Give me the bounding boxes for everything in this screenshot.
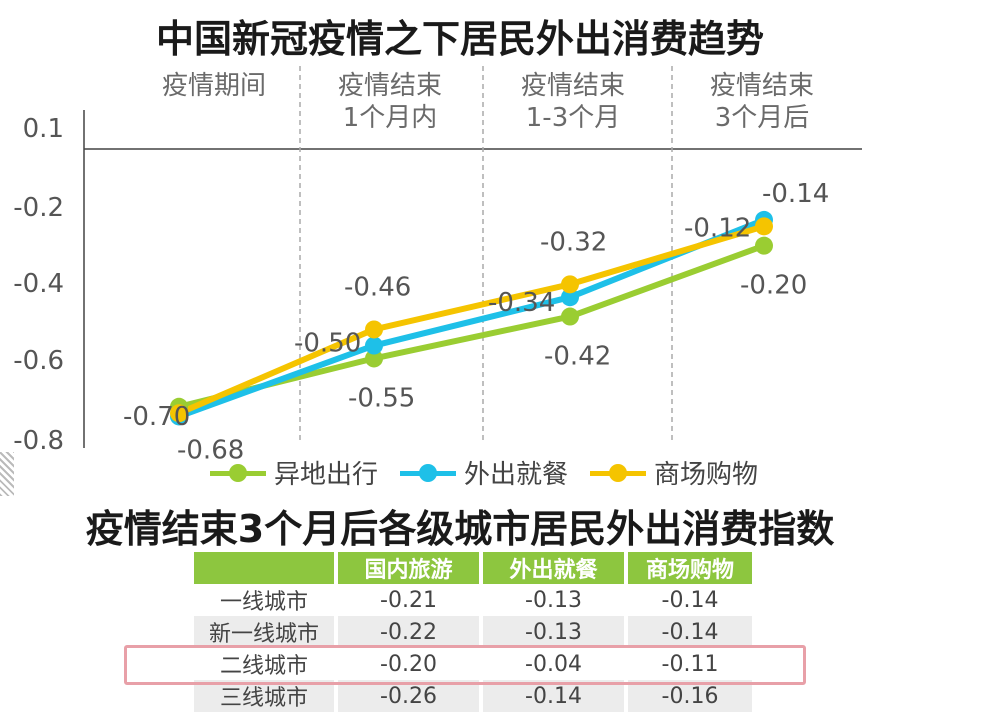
table-row: 三线城市 -0.26 -0.14 -0.16: [194, 680, 752, 712]
point-dining: [365, 336, 383, 355]
data-label-dining: -0.68: [177, 435, 244, 465]
legend-label-dining: 外出就餐: [464, 460, 569, 490]
y-tick-label: -0.2: [13, 193, 64, 223]
point-travel: [561, 307, 579, 326]
point-dining: [561, 288, 579, 307]
phase-label-3: 疫情结束 3个月后: [709, 71, 814, 133]
legend-label-travel: 异地出行: [274, 460, 379, 490]
chart-title: 中国新冠疫情之下居民外出消费趋势: [155, 17, 764, 61]
city-index-table: 国内旅游 外出就餐 商场购物 一线城市 -0.21 -0.13 -0.14 新一…: [190, 552, 756, 712]
legend-label-shopping: 商场购物: [654, 460, 759, 490]
legend-item-travel: 异地出行: [210, 454, 378, 491]
legend-marker-travel: [210, 463, 266, 483]
legend-item-shopping: 商场购物: [590, 454, 758, 491]
point-shopping: [170, 404, 188, 423]
table-row: 一线城市 -0.21 -0.13 -0.14: [194, 584, 752, 616]
table-header-row: 国内旅游 外出就餐 商场购物: [194, 552, 752, 584]
city-cell: 二线城市: [219, 654, 308, 679]
value-cell: -0.26: [338, 680, 479, 712]
point-shopping: [755, 217, 773, 236]
data-label-travel: -0.55: [348, 383, 415, 413]
value-cell: -0.13: [525, 587, 582, 613]
decorative-hatch: [0, 452, 14, 496]
y-tick-label: 0.1: [23, 114, 64, 144]
city-cell: 三线城市: [194, 680, 334, 712]
y-tick-label: -0.6: [13, 346, 64, 376]
point-travel: [755, 236, 773, 255]
data-label-travel: -0.70: [123, 402, 190, 432]
legend-marker-dining: [400, 463, 457, 483]
value-cell: -0.14: [661, 587, 719, 613]
y-tick-label: -0.8: [13, 426, 64, 456]
data-label-travel: -0.20: [740, 271, 807, 301]
city-cell: 一线城市: [219, 590, 308, 615]
header-blank: [194, 552, 334, 584]
y-tick-label: -0.4: [13, 269, 64, 299]
series-line-shopping: [176, 223, 767, 417]
table-row: 新一线城市 -0.22 -0.13 -0.14: [194, 616, 752, 648]
table-row: 二线城市 -0.20 -0.04 -0.11: [194, 648, 752, 680]
value-cell: -0.14: [628, 616, 752, 648]
data-label-travel: -0.42: [544, 342, 611, 372]
data-label-dining: -0.50: [294, 329, 361, 359]
data-label-shopping: -0.32: [540, 227, 607, 257]
point-shopping: [365, 320, 383, 339]
phase-label-2: 疫情结束 1-3个月: [520, 71, 625, 133]
data-label-dining: -0.14: [762, 179, 829, 209]
point-travel: [365, 349, 383, 368]
value-cell: -0.20: [380, 651, 437, 677]
table-title: 疫情结束3个月后各级城市居民外出消费指数: [85, 507, 835, 551]
data-label-dining: -0.34: [488, 288, 555, 318]
value-cell: -0.16: [628, 680, 752, 712]
value-cell: -0.14: [483, 680, 624, 712]
value-cell: -0.13: [483, 616, 624, 648]
data-label-shopping: -0.12: [684, 213, 751, 243]
legend-item-dining: 外出就餐: [400, 454, 568, 491]
legend-marker-shopping: [590, 463, 647, 483]
chart-legend: 异地出行 外出就餐 商场购物: [210, 454, 758, 491]
data-label-shopping: -0.46: [344, 272, 411, 302]
value-cell: -0.21: [380, 587, 437, 613]
phase-label-0: 疫情期间: [161, 71, 266, 101]
highlighted-row-frame: [124, 645, 806, 685]
point-shopping: [561, 275, 579, 294]
value-cell: -0.11: [661, 651, 719, 677]
value-cell: -0.04: [525, 651, 582, 677]
value-cell: -0.22: [338, 616, 479, 648]
header-dining: 外出就餐: [483, 552, 624, 584]
header-domestic-travel: 国内旅游: [338, 552, 479, 584]
phase-label-1: 疫情结束 1个月内: [337, 71, 442, 133]
series-line-dining: [176, 216, 767, 420]
city-cell: 新一线城市: [194, 616, 334, 648]
header-shopping: 商场购物: [628, 552, 752, 584]
